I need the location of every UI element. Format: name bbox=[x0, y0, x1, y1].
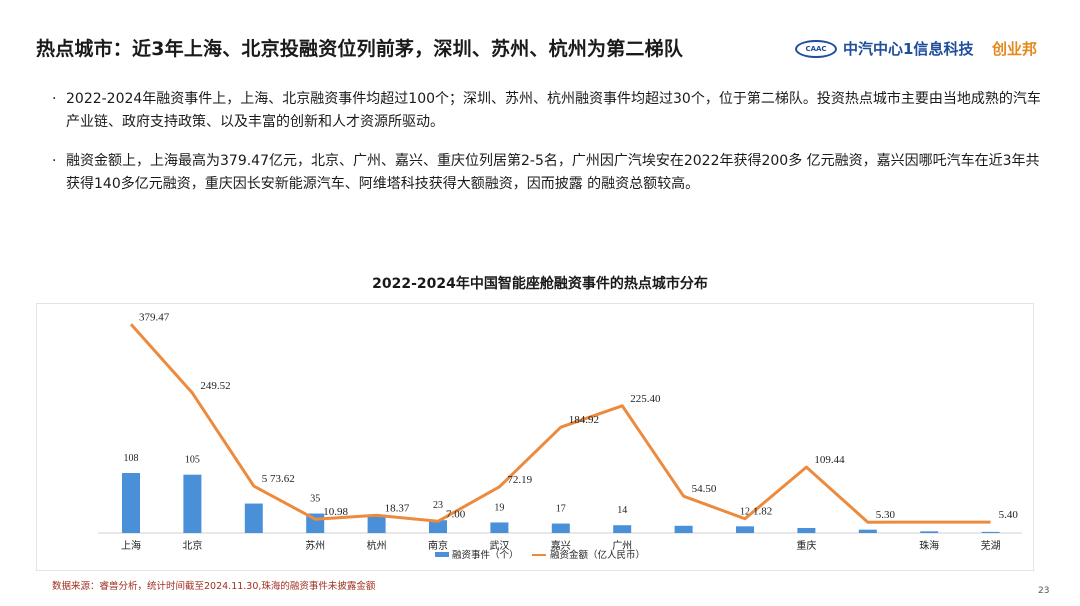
bar-7 bbox=[551, 523, 570, 533]
x-tick-label-3: 苏州 bbox=[305, 539, 325, 552]
bar-1 bbox=[183, 474, 202, 533]
bar-label-10: 12 bbox=[740, 506, 750, 517]
line-label-10: 1.82 bbox=[753, 506, 772, 518]
bar-label-5: 23 bbox=[433, 500, 443, 511]
bar-label-7: 17 bbox=[556, 504, 566, 515]
bar-4 bbox=[367, 514, 386, 533]
bar-8 bbox=[613, 525, 632, 533]
bar-6 bbox=[490, 522, 509, 533]
x-tick-label-14: 芜湖 bbox=[981, 539, 1001, 552]
x-tick-label-1: 北京 bbox=[182, 539, 202, 552]
line-label-4: 18.37 bbox=[385, 502, 410, 514]
x-tick-label-5: 南京 bbox=[428, 539, 448, 552]
bullet-list: · 2022-2024年融资事件上，上海、北京融资事件均超过100个；深圳、苏州… bbox=[52, 88, 1042, 212]
bar-5 bbox=[429, 520, 447, 533]
x-tick-label-0: 上海 bbox=[121, 539, 141, 552]
legend-label-amount: 融资金额（亿人民币） bbox=[550, 549, 645, 561]
brand-logo: 创业邦 bbox=[992, 40, 1038, 58]
chart-title: 2022-2024年中国智能座舱融资事件的热点城市分布 bbox=[372, 276, 708, 292]
line-label-11: 109.44 bbox=[814, 454, 845, 466]
legend-swatch-count bbox=[435, 552, 449, 557]
line-label-0: 379.47 bbox=[139, 311, 170, 323]
bar-2 bbox=[244, 503, 263, 533]
bar-label-8: 14 bbox=[617, 505, 627, 516]
x-tick-label-11: 重庆 bbox=[796, 539, 816, 552]
line-label-8: 225.40 bbox=[630, 393, 661, 405]
x-tick-label-7: 嘉兴 bbox=[551, 539, 571, 552]
bar-9 bbox=[674, 525, 693, 533]
bar-11 bbox=[797, 528, 816, 533]
bullet-dot: · bbox=[52, 153, 57, 169]
bar-label-3: 35 bbox=[310, 494, 320, 505]
x-tick-label-13: 珠海 bbox=[919, 539, 939, 552]
line-label-1: 249.52 bbox=[200, 380, 230, 392]
line-label-6: 72.19 bbox=[507, 474, 532, 486]
line-label-2: 5 73.62 bbox=[262, 473, 295, 485]
bar-10 bbox=[736, 526, 754, 533]
bar-label-0: 108 bbox=[124, 453, 139, 464]
page-number: 23 bbox=[1038, 586, 1050, 596]
page-title: 热点城市：近3年上海、北京投融资位列前茅，深圳、苏州、杭州为第二梯队 bbox=[36, 38, 684, 60]
source-note: 数据来源：睿兽分析，统计时间截至2024.11.30,珠海的融资事件未披露金额 bbox=[52, 581, 376, 592]
bullet-text: 融资金额上，上海最高为379.47亿元，北京、广州、嘉兴、重庆位列居第2-5名，… bbox=[66, 153, 1040, 192]
x-tick-label-8: 广州 bbox=[612, 540, 632, 552]
chart-frame bbox=[36, 303, 1034, 571]
bullet-item: · 2022-2024年融资事件上，上海、北京融资事件均超过100个；深圳、苏州… bbox=[52, 88, 1042, 134]
bar-label-1: 105 bbox=[185, 455, 200, 466]
bar-13 bbox=[920, 531, 939, 533]
x-tick-label-6: 武汉 bbox=[489, 539, 509, 552]
line-label-12: 5.30 bbox=[876, 509, 896, 521]
line-series-amount bbox=[129, 323, 991, 524]
bullet-item: · 融资金额上，上海最高为379.47亿元，北京、广州、嘉兴、重庆位列居第2-5… bbox=[52, 150, 1042, 196]
bar-14 bbox=[981, 531, 1000, 533]
line-label-9: 54.50 bbox=[692, 483, 717, 495]
line-label-7: 184.92 bbox=[569, 414, 599, 426]
x-tick-label-4: 杭州 bbox=[367, 539, 387, 552]
logo-text: 中汽中心1信息科技 bbox=[843, 40, 974, 58]
bar-0 bbox=[122, 473, 140, 533]
bar-label-6: 19 bbox=[494, 502, 504, 513]
line-label-3: 10.98 bbox=[323, 506, 348, 518]
legend-label-count: 融资事件（个） bbox=[452, 549, 519, 561]
bar-12 bbox=[858, 529, 877, 533]
logo-mark: CAAC bbox=[795, 39, 837, 58]
bullet-text: 2022-2024年融资事件上，上海、北京融资事件均超过100个；深圳、苏州、杭… bbox=[66, 91, 1041, 130]
line-label-14: 5.40 bbox=[999, 509, 1019, 521]
partner-logo: CAAC 中汽中心1信息科技 bbox=[795, 38, 973, 59]
line-label-5: 7.00 bbox=[446, 508, 466, 520]
bullet-dot: · bbox=[52, 91, 57, 107]
